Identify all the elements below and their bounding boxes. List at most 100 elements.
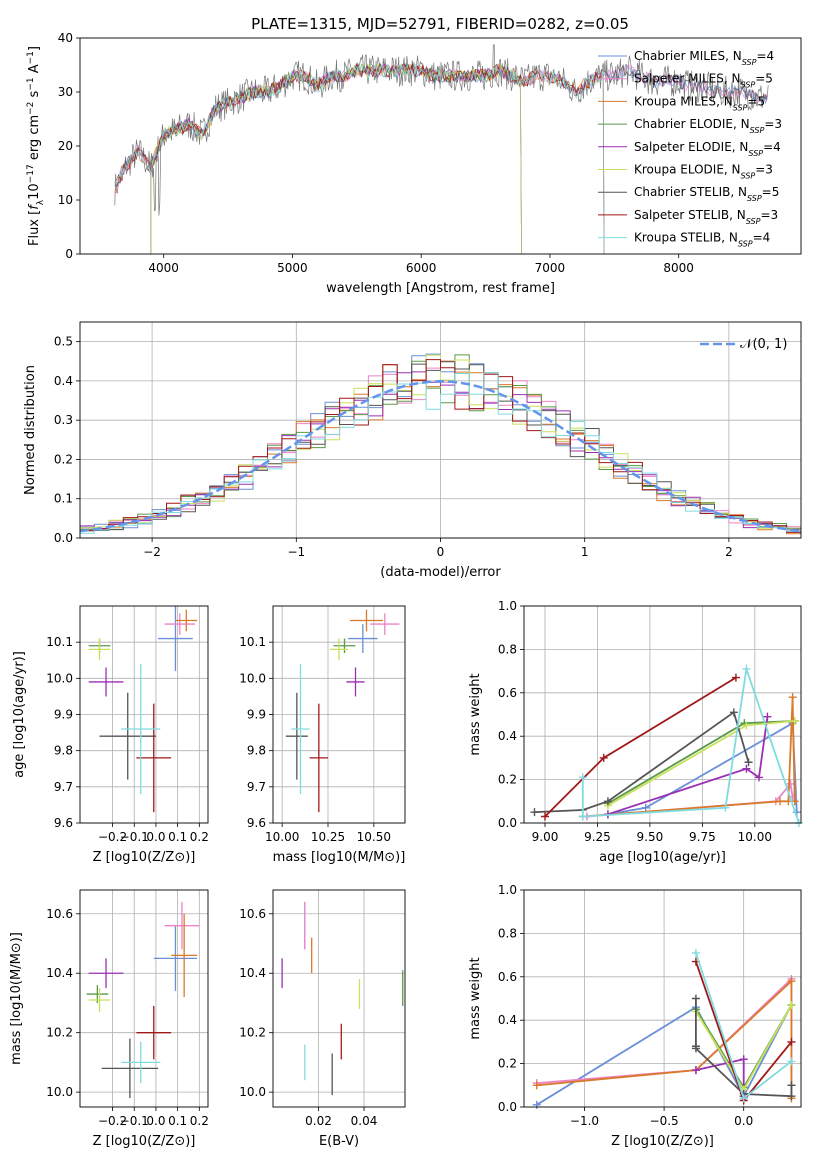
y-tick-label: 0.5 (54, 335, 73, 349)
legend-equals: = (755, 163, 765, 177)
y-axis-label: mass weight (468, 957, 483, 1039)
x-tick-label: 0.02 (305, 1114, 332, 1128)
legend-subscript: SSP (741, 171, 756, 180)
x-tick-label: 10.00 (265, 830, 299, 844)
series-line-kroupa-elodie (607, 720, 795, 807)
y-axis-label: mass [log10(M/M⊙)] (9, 932, 24, 1065)
axes-frame (79, 605, 209, 824)
series-point-chabrier-stelib (691, 994, 700, 1003)
y-tick-label: 40 (58, 31, 73, 45)
y-tick-label: 0.8 (498, 926, 517, 940)
x-tick-label: 9.75 (689, 830, 716, 844)
legend-n-value: 3 (774, 117, 782, 131)
y-tick-label: 10.2 (46, 1026, 73, 1040)
legend-model-name: Chabrier ELODIE (634, 117, 733, 131)
legend-subscript: SSP (738, 239, 753, 248)
age-vs-z-panel: −0.2−0.10.0 0.1 0.2 9.6 9.7 9.8 9.9 10.0 10.1 Z [… (12, 605, 209, 865)
legend-entry-gaussian: 𝒩(0, 1) (740, 337, 787, 352)
series-line-chabrier-stelib (534, 710, 750, 813)
model-line-kroupa-elodie (150, 63, 522, 255)
axes-frame (79, 37, 802, 255)
x-tick-label: 10.25 (311, 830, 345, 844)
legend-model-name: Kroupa MILES (634, 94, 716, 108)
x-tick-label: 0.04 (351, 1114, 378, 1128)
y-tick-label: 9.7 (247, 780, 266, 794)
legend-equals: = (763, 140, 773, 154)
model-line-kroupa-stelib (114, 63, 605, 255)
series-point-chabrier-stelib (744, 758, 753, 767)
y-axis-label-part: f (27, 203, 42, 210)
y-tick-label: 0.6 (498, 970, 517, 984)
y-axis-label-part: λ (36, 199, 46, 205)
series-point-chabrier-stelib (787, 1092, 796, 1101)
legend-subscript: SSP (741, 80, 756, 89)
mass-vs-ebv-panel: 0.02 0.04 10.0 10.2 10.4 10.6 E(B-V) (239, 889, 406, 1149)
axes-frame (79, 321, 802, 539)
gaussian-reference-line (79, 380, 802, 533)
legend-n-value: 4 (763, 231, 771, 245)
legend-entry: Salpeter STELIB, NSSP=3 (634, 208, 778, 226)
x-tick-label: −0.5 (650, 1114, 679, 1128)
legend-n-value: 5 (772, 185, 780, 199)
series-point-chabrier-miles (641, 803, 650, 812)
legend-separator: , N (732, 140, 749, 154)
x-axis-label: age [log10(age/yr)] (599, 850, 726, 865)
y-tick-label: 10 (58, 193, 73, 207)
model-line-salpeter-stelib (114, 62, 605, 255)
y-tick-label: 9.8 (54, 744, 73, 758)
mass-vs-z-panel: −0.2−0.10.0 0.1 0.2 10.0 10.2 10.4 10.6 Z [log1… (9, 889, 209, 1149)
x-tick-label: 0.0 (734, 1114, 753, 1128)
y-axis-label-part: s (27, 90, 42, 101)
y-tick-label: 9.8 (247, 744, 266, 758)
legend-model-name: Kroupa STELIB (634, 231, 721, 245)
x-tick-label: −0.1 (120, 830, 149, 844)
axes-frame (523, 605, 802, 824)
y-tick-label: 10.0 (239, 671, 266, 685)
y-tick-label: 0.4 (498, 729, 517, 743)
legend-subscript: SSP (747, 194, 762, 203)
model-line-salpeter-elodie (150, 63, 522, 255)
y-tick-label: 0.1 (54, 492, 73, 506)
legend-n-value: 4 (773, 140, 781, 154)
x-tick-label: 2 (725, 545, 733, 559)
legend-equals: = (753, 231, 763, 245)
x-tick-label: −0.2 (98, 1114, 127, 1128)
y-tick-label: 10.6 (46, 907, 73, 921)
legend-entry: Kroupa MILES, NSSP=5 (634, 94, 765, 112)
y-tick-label: 9.6 (54, 816, 73, 830)
series-point-salpeter-elodie (739, 1055, 748, 1064)
legend-model-name: Salpeter ELODIE (634, 140, 732, 154)
y-axis-label-part: 10 (27, 183, 42, 200)
series-point-kroupa-miles (776, 797, 785, 806)
series-point-salpeter-elodie (763, 712, 772, 721)
axes-frame (523, 889, 802, 1108)
y-axis-label: Flux [fλ10−17 erg cm−2 s−1 A−1] (26, 46, 46, 246)
y-tick-label: 10.4 (46, 966, 73, 980)
series-point-salpeter-stelib (731, 673, 740, 682)
y-tick-label: 1.0 (498, 599, 517, 613)
legend-n-value: 4 (767, 49, 775, 63)
y-tick-label: 9.6 (247, 816, 266, 830)
y-axis-label-part: Flux [ (27, 210, 42, 246)
y-tick-label: 0.0 (498, 816, 517, 830)
x-axis-label: mass [log10(M/M⊙)] (273, 850, 406, 865)
series-point-kroupa-stelib (578, 812, 587, 821)
series-point-kroupa-stelib (739, 1094, 748, 1103)
series-point-salpeter-stelib (787, 1037, 796, 1046)
x-tick-label: 0 (437, 545, 445, 559)
series-point-kroupa-miles (788, 693, 797, 702)
series-line-salpeter-elodie (607, 716, 769, 816)
y-tick-label: 0.4 (54, 374, 73, 388)
series-point-kroupa-stelib (721, 803, 730, 812)
x-tick-label: 0.1 (168, 830, 187, 844)
x-tick-label: 5000 (277, 261, 308, 275)
series-point-kroupa-elodie (742, 721, 751, 730)
y-tick-label: 9.9 (54, 708, 73, 722)
y-tick-label: 1.0 (498, 883, 517, 897)
y-tick-label: 10.6 (239, 907, 266, 921)
y-axis-label-part: A (27, 64, 42, 77)
x-axis-label: Z [log10(Z/Z⊙)] (93, 1134, 196, 1149)
legend-entry: Salpeter MILES, NSSP=5 (634, 72, 773, 90)
series-point-kroupa-stelib (787, 1057, 796, 1066)
mass-weight-vs-age-panel: 9.00 9.25 9.50 9.75 10.00 0.0 0.2 0.4 0.6 0.8 1.0 a… (468, 599, 803, 865)
